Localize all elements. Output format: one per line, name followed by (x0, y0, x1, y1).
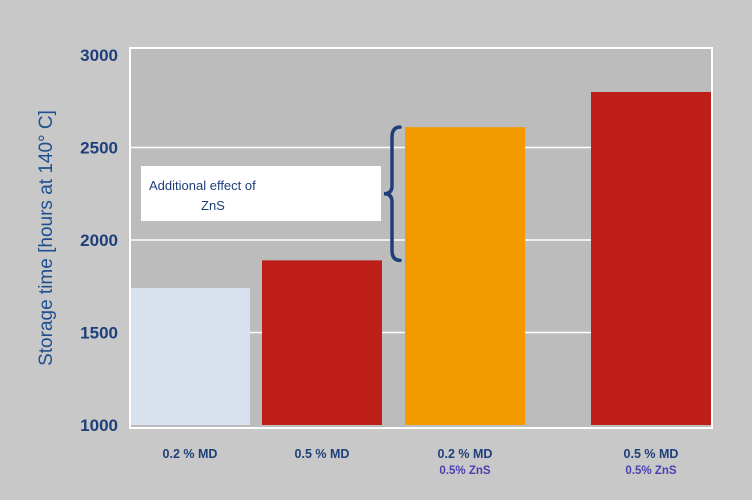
x-tick-label: 0.2 % MD (163, 447, 218, 461)
y-axis-label: Storage time [hours at 140° C] (36, 110, 57, 366)
y-tick-label: 1000 (80, 416, 118, 435)
x-tick-sublabel: 0.5% ZnS (439, 465, 490, 477)
x-tick-label: 0.5 % MD (295, 447, 350, 461)
annotation-text-line2: ZnS (201, 198, 225, 213)
bar (130, 288, 250, 425)
curly-brace (383, 125, 402, 263)
x-tick-sublabel: 0.5% ZnS (625, 465, 676, 477)
y-axis-ticks: 1000 1500 2000 2500 3000 (80, 46, 118, 435)
y-tick-label: 2000 (80, 231, 118, 250)
bar (405, 127, 525, 426)
bar (262, 260, 382, 425)
bar (591, 92, 711, 425)
annotation: Additional effect of ZnS (141, 125, 402, 263)
bars (130, 92, 711, 426)
annotation-text-line1: Additional effect of (149, 178, 256, 193)
plot-frame (129, 47, 713, 429)
annotation-box (141, 166, 381, 221)
y-tick-label: 1500 (80, 324, 118, 343)
x-tick-label: 0.2 % MD (438, 447, 493, 461)
x-axis-labels: 0.2 % MD 0.5 % MD 0.2 % MD 0.5% ZnS 0.5 % MD… (163, 447, 679, 477)
y-tick-label: 2500 (80, 139, 118, 158)
x-tick-label: 0.5 % MD (624, 447, 679, 461)
y-tick-label: 3000 (80, 46, 118, 65)
